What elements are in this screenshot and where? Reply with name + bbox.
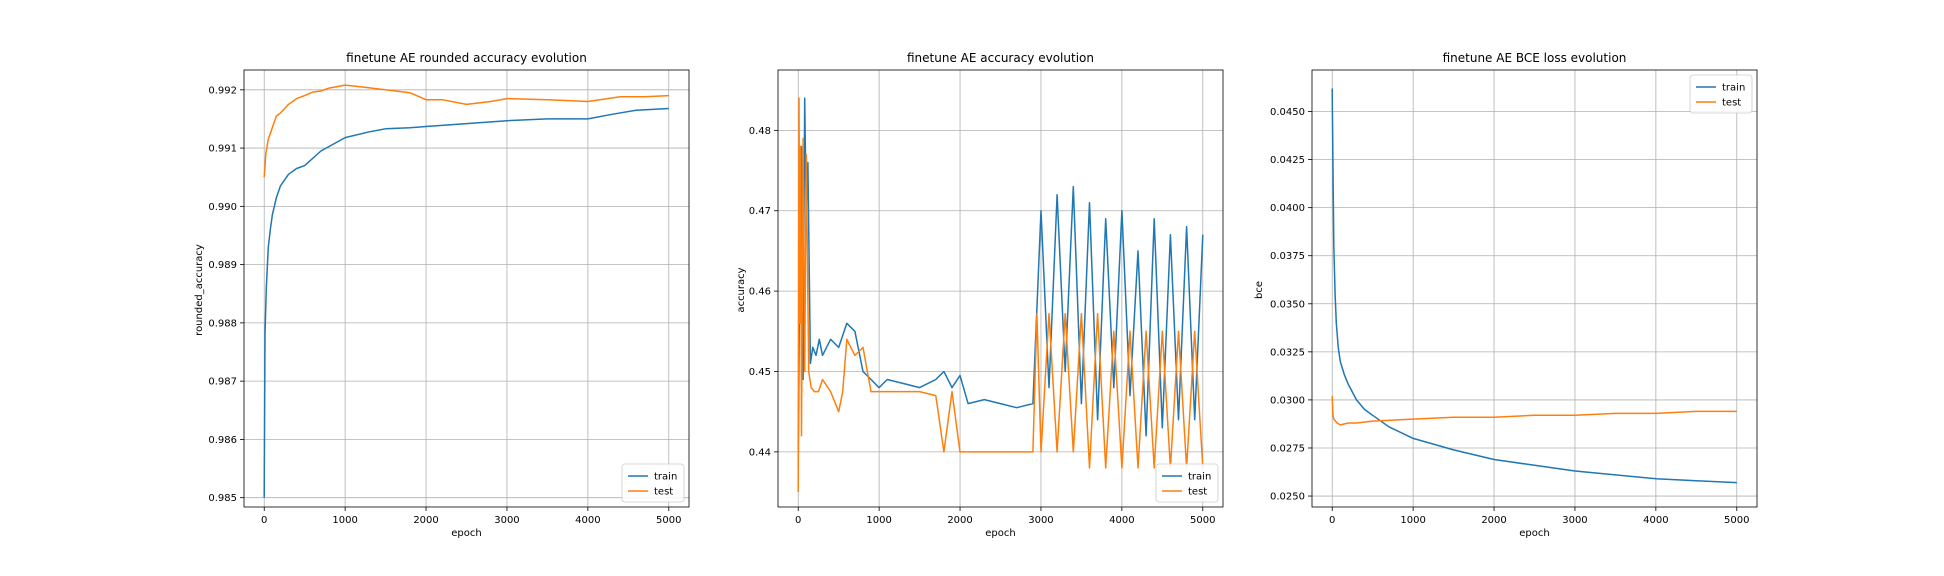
y-tick-label: 0.0375: [1270, 251, 1305, 262]
legend-box: [1155, 463, 1219, 503]
series-line-train: [1331, 88, 1737, 484]
y-tick-label: 0.992: [208, 85, 237, 96]
y-tick-label: 0.0400: [1270, 203, 1305, 214]
series-line-test: [263, 84, 669, 178]
y-tick-label: 0.45: [749, 367, 771, 378]
legend-label: test: [654, 487, 673, 498]
legend-label: test: [1188, 487, 1207, 498]
chart-title: finetune AE BCE loss evolution: [1443, 51, 1627, 65]
chart-panel-accuracy: finetune AE accuracy evolution epoch acc…: [736, 51, 1224, 539]
x-tick-label: 1000: [332, 515, 357, 526]
y-tick-label: 0.46: [749, 287, 771, 298]
chart-title: finetune AE rounded accuracy evolution: [346, 51, 587, 65]
x-tick-label: 5000: [656, 515, 681, 526]
y-tick-label: 0.47: [749, 206, 771, 217]
x-tick-label: 2000: [413, 515, 438, 526]
legend-label: train: [654, 472, 677, 483]
axes-frame: [777, 69, 1224, 508]
x-axis-label: epoch: [1519, 528, 1549, 539]
x-tick-label: 2000: [1481, 515, 1506, 526]
x-tick-label: 2000: [947, 515, 972, 526]
y-tick-label: 0.0300: [1270, 395, 1305, 406]
x-tick-label: 3000: [1028, 515, 1053, 526]
y-tick-label: 0.0275: [1270, 443, 1305, 454]
axes-frame: [1311, 69, 1758, 508]
x-tick-label: 4000: [575, 515, 600, 526]
legend: train test: [1689, 74, 1753, 114]
series-line-test: [797, 97, 1204, 493]
x-tick-label: 3000: [1562, 515, 1587, 526]
x-tick-label: 3000: [494, 515, 519, 526]
legend-label: test: [1722, 98, 1741, 109]
legend: train test: [1155, 463, 1219, 503]
legend-label: train: [1722, 83, 1745, 94]
y-axis-label: bce: [1254, 281, 1265, 299]
chart-panel-rounded-accuracy: finetune AE rounded accuracy evolution e…: [194, 51, 690, 539]
x-tick-label: 1000: [866, 515, 891, 526]
y-tick-label: 0.990: [208, 202, 237, 213]
y-tick-label: 0.985: [208, 493, 237, 504]
series-line-train: [263, 107, 669, 498]
y-tick-label: 0.44: [749, 447, 771, 458]
y-tick-label: 0.988: [208, 318, 237, 329]
legend-box: [1689, 74, 1753, 114]
y-axis-label: rounded_accuracy: [194, 244, 205, 336]
x-axis-label: epoch: [985, 528, 1015, 539]
legend-label: train: [1188, 472, 1211, 483]
y-tick-label: 0.0350: [1270, 299, 1305, 310]
chart-title: finetune AE accuracy evolution: [907, 51, 1094, 65]
y-tick-label: 0.987: [208, 377, 237, 388]
y-tick-label: 0.0450: [1270, 107, 1305, 118]
x-tick-label: 4000: [1109, 515, 1134, 526]
series-line-train: [797, 97, 1204, 468]
x-tick-label: 4000: [1643, 515, 1668, 526]
x-tick-label: 0: [795, 515, 801, 526]
y-tick-label: 0.991: [208, 144, 237, 155]
series-line-test: [1331, 396, 1737, 426]
x-tick-label: 5000: [1724, 515, 1749, 526]
y-tick-label: 0.0325: [1270, 347, 1305, 358]
x-tick-label: 0: [1329, 515, 1335, 526]
legend: train test: [621, 463, 685, 503]
chart-panel-bce-loss: finetune AE BCE loss evolution epoch bce…: [1254, 51, 1758, 539]
x-tick-label: 5000: [1190, 515, 1215, 526]
y-tick-label: 0.0250: [1270, 492, 1305, 503]
y-tick-label: 0.989: [208, 260, 237, 271]
y-tick-label: 0.48: [749, 126, 771, 137]
legend-box: [621, 463, 685, 503]
y-tick-label: 0.986: [208, 435, 237, 446]
y-axis-label: accuracy: [736, 267, 747, 312]
x-tick-label: 0: [261, 515, 267, 526]
axes-frame: [243, 69, 690, 508]
x-axis-label: epoch: [451, 528, 481, 539]
y-tick-label: 0.0425: [1270, 155, 1305, 166]
x-tick-label: 1000: [1400, 515, 1425, 526]
